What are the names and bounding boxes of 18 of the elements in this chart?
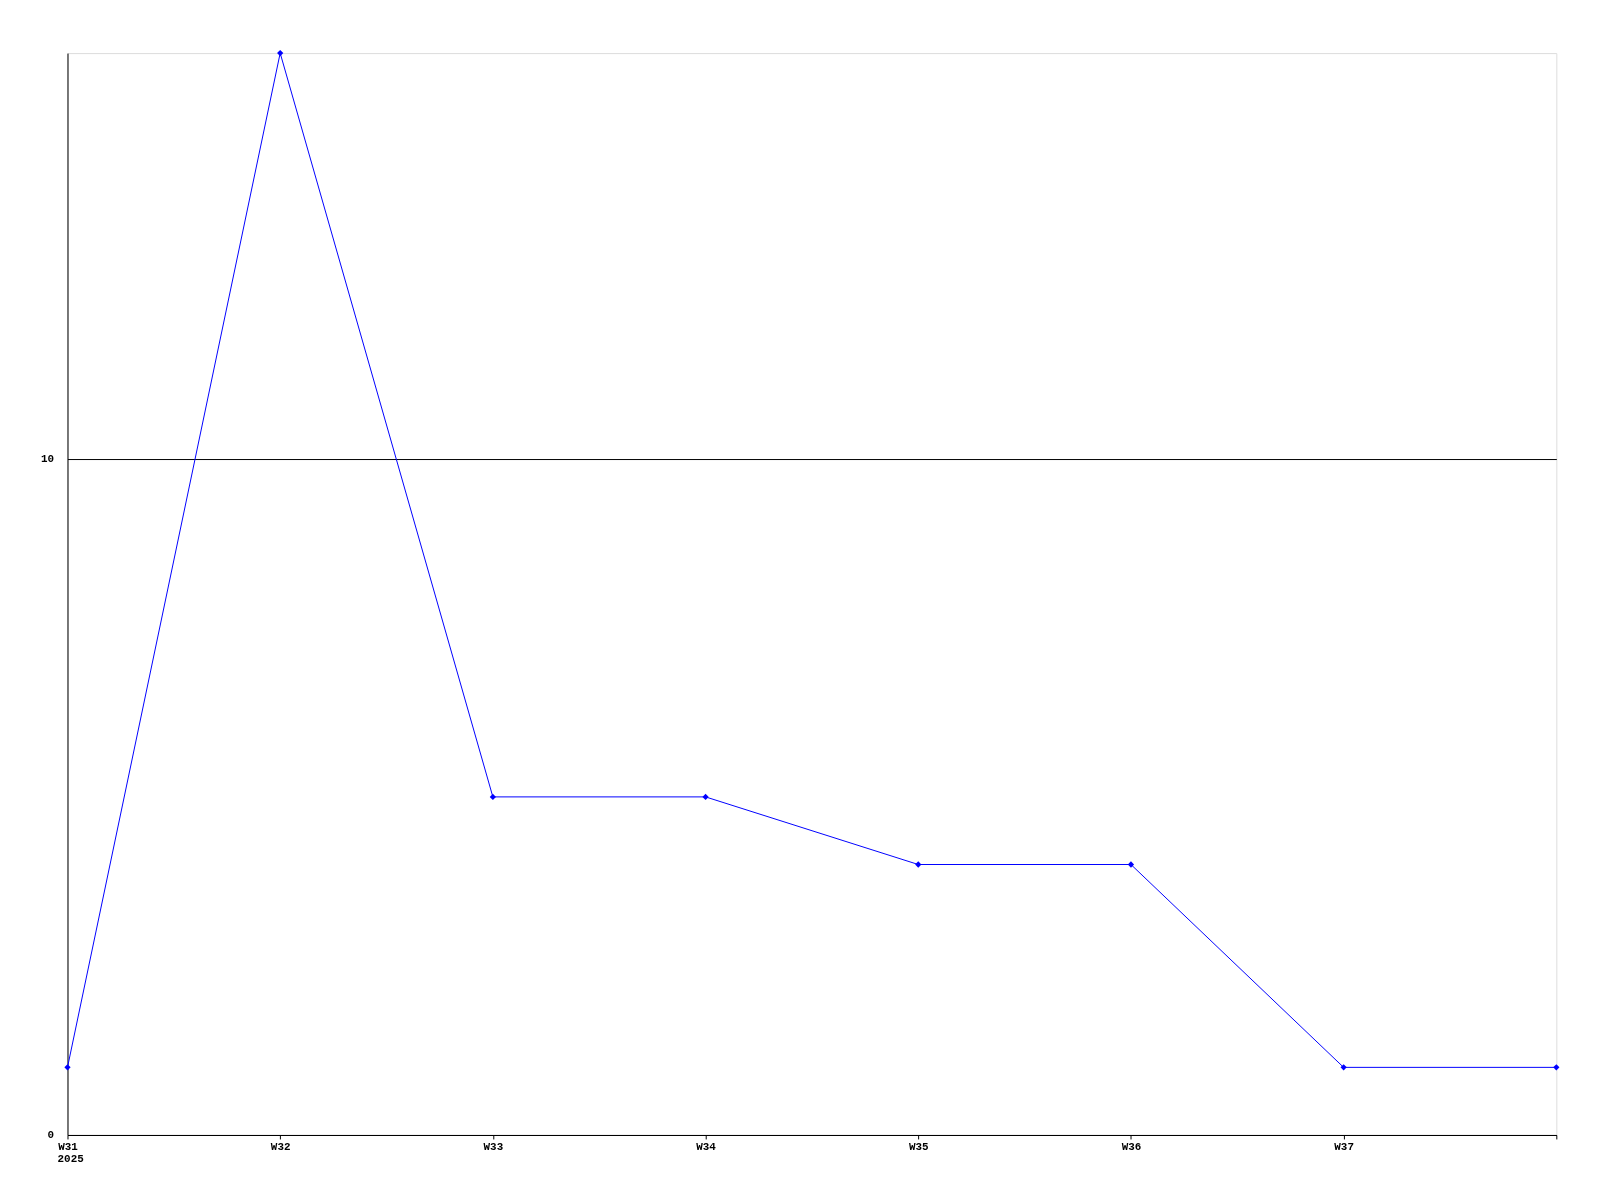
point	[1127, 861, 1135, 868]
y-tick-label: 10	[41, 453, 55, 466]
x-tick-label: W37	[1334, 1141, 1354, 1154]
x-tick-label: W36	[1121, 1141, 1142, 1154]
point	[64, 1064, 71, 1071]
point	[702, 793, 709, 801]
x-tick-label: W34	[696, 1141, 717, 1154]
point	[489, 793, 497, 801]
y-tick-label: 0	[47, 1129, 55, 1142]
x-tick-label: W33	[483, 1141, 504, 1154]
point	[277, 49, 284, 57]
x-tick-label: W31	[58, 1141, 79, 1154]
point	[915, 861, 922, 868]
x-tick-label: W32	[270, 1141, 291, 1154]
point	[1553, 1064, 1560, 1071]
x-tick-label: W35	[908, 1141, 929, 1154]
point	[1340, 1064, 1347, 1071]
text: 2025	[57, 1152, 84, 1165]
